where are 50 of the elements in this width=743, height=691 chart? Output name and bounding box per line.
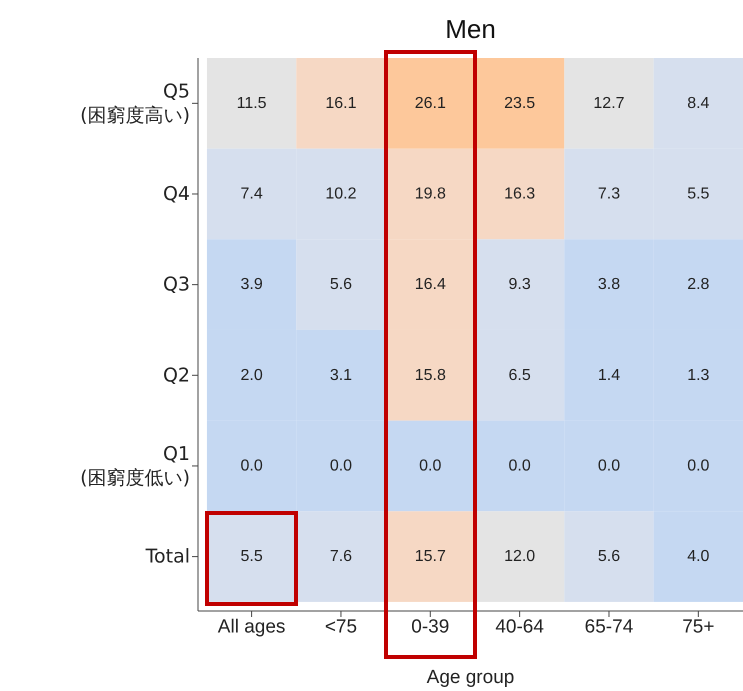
data-label: 19.8 (414, 185, 446, 202)
y-tick-label: Q1 (困窮度低い) (80, 442, 190, 489)
y-tick-label: Q3 (162, 274, 190, 296)
data-label: 0.0 (419, 457, 442, 474)
data-label: 26.1 (414, 94, 446, 112)
data-label: 10.2 (325, 185, 357, 202)
data-label: 0.0 (598, 457, 620, 474)
data-label: 8.4 (687, 94, 710, 112)
data-label: 12.0 (504, 548, 536, 566)
x-tick-label: 65-74 (584, 616, 634, 638)
data-label: 2.8 (687, 276, 710, 294)
x-axis-title: Age group (426, 667, 514, 688)
data-label: 7.6 (330, 548, 352, 566)
data-label: 0.0 (508, 457, 531, 474)
data-label: 5.6 (330, 276, 352, 294)
data-label: 12.7 (593, 94, 625, 112)
data-label: 5.5 (240, 548, 263, 566)
data-label: 3.8 (598, 276, 620, 294)
data-label: 0.0 (240, 457, 263, 474)
data-label: 1.3 (687, 366, 710, 384)
chart-title: Men (444, 14, 497, 45)
data-label: 0.0 (330, 457, 352, 474)
x-tick-label: All ages (218, 616, 286, 638)
x-tick-label: <75 (324, 616, 358, 638)
data-label: 11.5 (236, 94, 267, 112)
x-tick-label: 40-64 (495, 616, 544, 638)
data-label: 0.0 (687, 457, 710, 474)
data-label: 7.3 (598, 185, 620, 202)
y-tick-label: Q5 (困窮度高い) (80, 80, 190, 126)
x-tick-label: 75+ (682, 616, 714, 638)
data-label: 5.6 (598, 548, 620, 566)
data-label: 3.1 (330, 366, 352, 384)
data-label: 1.4 (598, 366, 620, 384)
data-label: 15.7 (414, 548, 446, 566)
data-label: 7.4 (240, 185, 263, 202)
data-label: 16.1 (325, 94, 357, 112)
data-label: 23.5 (504, 94, 536, 112)
data-label: 16.4 (414, 276, 446, 294)
data-label: 5.5 (687, 185, 710, 202)
data-label: 9.3 (508, 276, 531, 294)
data-label: 6.5 (508, 366, 531, 384)
data-label: 2.0 (240, 366, 263, 384)
data-label: 15.8 (414, 366, 446, 384)
data-label: 4.0 (687, 548, 710, 566)
y-tick-label: Q2 (162, 364, 190, 386)
y-tick-label: Total (144, 546, 190, 568)
y-tick-label: Q4 (162, 182, 190, 205)
data-label: 16.3 (504, 185, 536, 202)
x-tick-label: 0-39 (411, 616, 450, 638)
data-label: 3.9 (240, 276, 263, 294)
